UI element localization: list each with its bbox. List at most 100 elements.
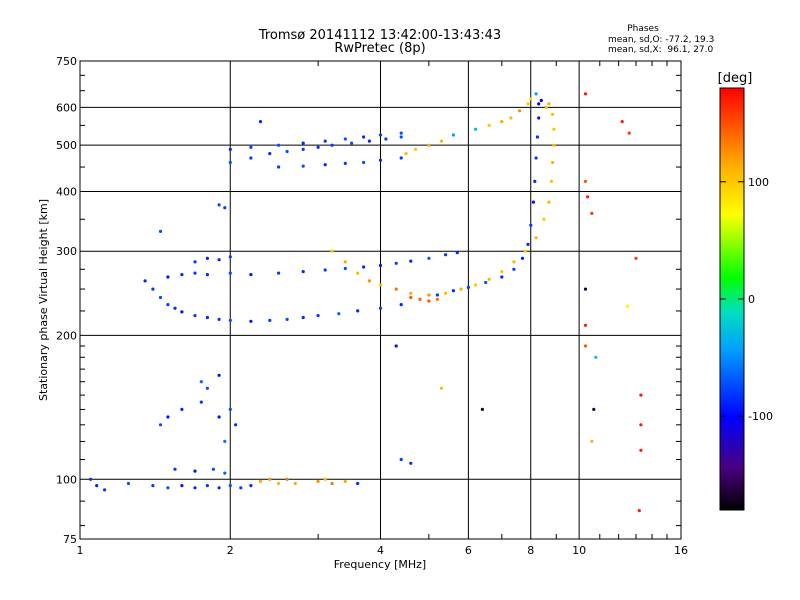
data-point <box>95 484 99 488</box>
data-point <box>529 97 533 101</box>
plot-area: 1 2 4 6 8 10 16 75 100 200 300 400 500 600 750 <box>56 55 688 557</box>
data-point <box>523 249 527 253</box>
data-point <box>151 287 155 291</box>
data-point <box>529 223 533 227</box>
data-point <box>537 116 541 120</box>
y-axis-ticks: 75 100 200 300 400 500 600 750 <box>56 55 681 546</box>
data-point <box>316 479 320 483</box>
data-point <box>249 319 253 323</box>
x-tick-label: 2 <box>227 544 234 557</box>
data-point <box>435 297 439 301</box>
data-point <box>547 102 551 106</box>
data-point <box>301 147 305 151</box>
data-point <box>551 160 555 165</box>
data-point <box>343 266 347 271</box>
data-point <box>205 386 209 390</box>
data-point <box>399 457 403 462</box>
data-point <box>228 147 232 151</box>
data-point <box>158 229 163 233</box>
data-point <box>316 314 320 318</box>
data-point <box>323 163 327 167</box>
data-point <box>487 123 491 127</box>
data-point <box>330 249 334 253</box>
data-point <box>620 120 624 124</box>
x-axis-label: Frequency [MHz] <box>334 558 426 571</box>
data-point <box>455 251 459 255</box>
data-point <box>330 481 334 486</box>
data-point <box>330 143 334 147</box>
data-point <box>427 143 431 147</box>
data-point <box>500 270 504 274</box>
data-point <box>323 139 327 143</box>
data-point <box>217 373 221 377</box>
data-point <box>356 271 360 275</box>
data-point <box>199 380 203 384</box>
data-point <box>199 400 203 404</box>
data-point <box>217 415 221 419</box>
colorbar-tick-label: 100 <box>748 176 769 189</box>
data-point <box>217 203 221 207</box>
x-tick-label: 16 <box>674 544 688 557</box>
data-point <box>285 317 289 321</box>
data-point <box>258 479 263 483</box>
data-point <box>337 312 341 316</box>
data-point <box>583 92 588 96</box>
y-axis-label: Stationary phase Virtual Height [km] <box>37 199 50 401</box>
data-point <box>193 271 197 275</box>
data-point <box>378 133 383 137</box>
data-point <box>378 158 383 162</box>
data-point <box>343 479 347 483</box>
colorbar-tick-label: -100 <box>748 410 773 423</box>
data-point <box>277 481 281 486</box>
data-point <box>350 141 354 145</box>
data-point <box>639 393 643 397</box>
data-point <box>586 195 590 199</box>
data-point <box>439 139 444 143</box>
data-point <box>500 120 504 124</box>
data-point <box>217 317 221 321</box>
data-point <box>228 318 232 322</box>
data-point <box>487 277 491 281</box>
data-point <box>590 211 594 215</box>
chart-title: Tromsø 20141112 13:42:00-13:43:43 <box>258 28 501 43</box>
data-point <box>223 471 227 475</box>
data-point <box>399 156 403 160</box>
data-point <box>583 344 588 348</box>
data-point <box>399 135 403 139</box>
data-point <box>228 271 232 275</box>
data-point <box>362 160 366 165</box>
data-point <box>583 287 588 291</box>
data-point <box>500 275 504 279</box>
data-point <box>173 306 177 310</box>
data-point <box>413 147 418 151</box>
y-tick-label: 300 <box>56 245 77 258</box>
data-point <box>534 156 538 160</box>
data-point <box>534 236 538 240</box>
data-point <box>394 261 398 265</box>
data-point <box>466 285 470 289</box>
y-tick-label: 200 <box>56 329 77 342</box>
y-tick-label: 600 <box>56 101 77 114</box>
data-point <box>539 98 543 103</box>
data-point <box>343 161 347 165</box>
data-point <box>378 306 383 310</box>
data-point <box>223 206 227 210</box>
data-points <box>89 92 643 513</box>
data-point <box>239 486 243 490</box>
x-tick-label: 6 <box>465 544 472 557</box>
data-point <box>444 291 448 295</box>
data-point <box>542 217 546 221</box>
data-point <box>193 314 197 318</box>
data-point <box>547 200 551 204</box>
data-point <box>277 143 281 147</box>
data-point <box>367 279 371 283</box>
data-point <box>639 423 643 427</box>
data-point <box>552 127 556 131</box>
data-point <box>409 259 413 263</box>
data-point <box>531 200 536 204</box>
data-point <box>249 273 253 277</box>
data-point <box>362 265 366 269</box>
data-point <box>343 137 347 141</box>
data-point <box>427 256 431 260</box>
y-tick-label: 75 <box>63 533 77 546</box>
